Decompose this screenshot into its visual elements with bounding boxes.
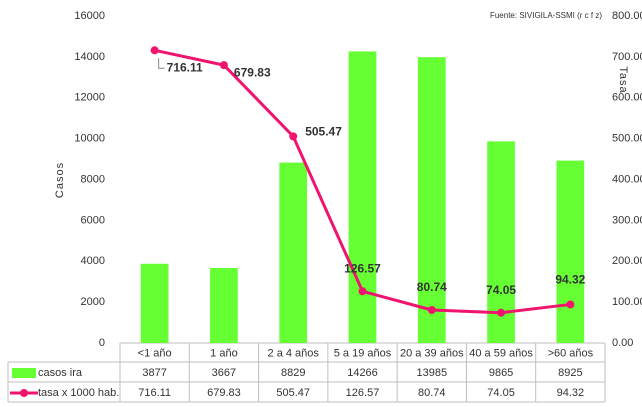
y2-tick-label: 100.00 xyxy=(612,296,642,308)
table-cell: 505.47 xyxy=(276,387,310,399)
y-tick-label: 10000 xyxy=(74,133,105,145)
y-tick-label: 12000 xyxy=(74,92,105,104)
table-cell: 3667 xyxy=(212,367,236,379)
y-tick-label: 2000 xyxy=(81,296,105,308)
y2-tick-label: 0.00 xyxy=(612,337,633,349)
line-marker xyxy=(219,61,228,70)
y2-tick-label: 700.00 xyxy=(612,51,642,63)
table-cell: 14266 xyxy=(347,367,378,379)
table-cell: 8925 xyxy=(558,367,582,379)
data-label: 74.05 xyxy=(486,283,516,297)
x-tick-label: 5 a 19 años xyxy=(334,347,392,359)
legend-label: casos ira xyxy=(38,367,83,379)
table-cell: 94.32 xyxy=(557,387,585,399)
line-marker xyxy=(358,287,367,296)
line-marker xyxy=(427,305,436,314)
y-tick-label: 4000 xyxy=(81,255,105,267)
x-tick-label: 20 a 39 años xyxy=(400,347,464,359)
table-cell: 80.74 xyxy=(418,387,446,399)
line-marker xyxy=(497,308,506,317)
table-cell: 3877 xyxy=(142,367,166,379)
legend-label: tasa x 1000 hab. xyxy=(38,387,119,399)
x-tick-label: 40 a 59 años xyxy=(469,347,533,359)
bar xyxy=(556,160,585,343)
y-tick-label: 6000 xyxy=(81,214,105,226)
y-tick-label: 0 xyxy=(99,337,105,349)
legend-key xyxy=(12,368,36,378)
data-label: 716.11 xyxy=(167,60,203,74)
x-tick-label: >60 años xyxy=(548,347,594,359)
bar xyxy=(348,51,377,343)
table-cell: 679.83 xyxy=(207,387,241,399)
table-cell: 126.57 xyxy=(346,387,380,399)
table-cell: 8829 xyxy=(281,367,305,379)
x-tick-label: <1 año xyxy=(138,347,172,359)
y2-tick-label: 800.00 xyxy=(612,10,642,22)
y-tick-label: 8000 xyxy=(81,173,105,185)
table-cell: 9865 xyxy=(489,367,513,379)
y2-tick-label: 200.00 xyxy=(612,255,642,267)
y2-tick-label: 500.00 xyxy=(612,133,642,145)
bar xyxy=(140,263,169,343)
table-cell: 716.11 xyxy=(138,387,171,399)
table-cell: 13985 xyxy=(416,367,447,379)
bar xyxy=(210,268,238,343)
data-label: 505.47 xyxy=(305,125,342,139)
line-marker xyxy=(289,132,298,141)
line-marker xyxy=(566,300,575,309)
bar xyxy=(279,162,308,343)
y2-tick-label: 400.00 xyxy=(612,173,642,185)
y2-tick-label: 600.00 xyxy=(612,92,642,104)
source-note: Fuente: SIVIGILA-SSMI (r c f z) xyxy=(490,11,602,20)
y2-tick-label: 300.00 xyxy=(612,214,642,226)
legend-key xyxy=(20,389,28,397)
x-tick-label: 1 año xyxy=(210,347,238,359)
leader-line xyxy=(158,58,165,69)
x-tick-label: 2 a 4 años xyxy=(268,347,320,359)
y-tick-label: 16000 xyxy=(74,10,105,22)
data-label: 80.74 xyxy=(417,280,447,294)
y-axis-label: Casos xyxy=(54,162,66,198)
data-label: 126.57 xyxy=(344,261,381,275)
line-marker xyxy=(150,46,159,55)
table-cell: 74.05 xyxy=(487,387,515,399)
data-label: 94.32 xyxy=(555,273,585,287)
data-label: 679.83 xyxy=(234,65,271,79)
bar xyxy=(417,57,446,344)
y2-axis-label: Tasa xyxy=(617,66,629,93)
y-tick-label: 14000 xyxy=(74,51,105,63)
